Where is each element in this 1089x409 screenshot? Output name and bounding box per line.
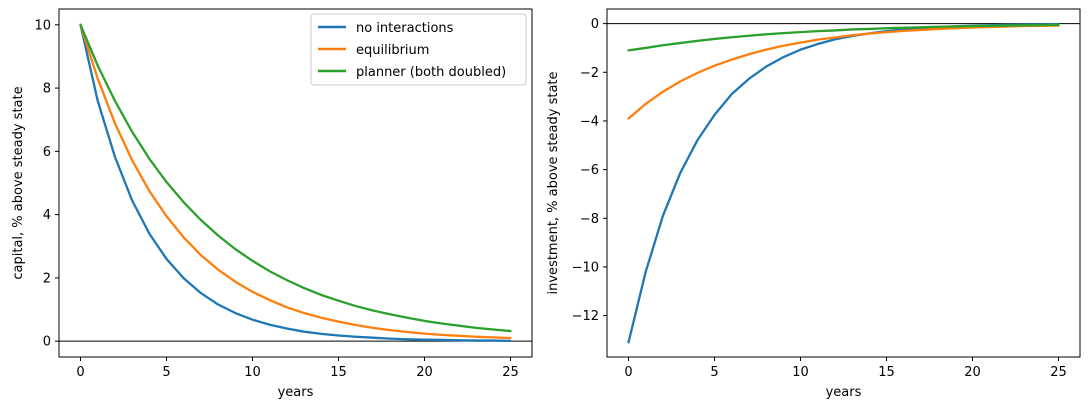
x-tick-label: 0 xyxy=(76,365,84,380)
x-tick-label: 0 xyxy=(624,365,632,380)
y-tick-label: 2 xyxy=(43,271,51,286)
x-tick-label: 15 xyxy=(330,365,347,380)
x-tick-label: 10 xyxy=(792,365,809,380)
capital-y-ticks: 0 2 4 6 8 10 xyxy=(34,18,59,350)
y-tick-label: 0 xyxy=(43,335,51,350)
capital-series-group xyxy=(79,23,512,343)
capital-chart: 0 5 10 15 20 25 0 2 4 6 8 10 years capital, % abov… xyxy=(11,8,533,400)
y-tick-label: 6 xyxy=(43,145,51,160)
legend-box xyxy=(310,13,527,86)
y-tick-label: −12 xyxy=(572,309,599,324)
series-line-equilibrium xyxy=(627,24,1060,120)
y-tick-label: 4 xyxy=(43,208,51,223)
x-tick-label: 20 xyxy=(964,365,981,380)
legend: no interactions equilibrium planner (bot… xyxy=(310,13,527,86)
x-tick-label: 5 xyxy=(710,365,718,380)
investment-y-axis-label: investment, % above steady state xyxy=(546,71,561,294)
capital-x-axis-label: years xyxy=(278,385,314,400)
y-tick-label: −8 xyxy=(580,212,599,227)
x-tick-label: 15 xyxy=(878,365,895,380)
legend-label-equilibrium: equilibrium xyxy=(356,43,429,58)
legend-label-no-interactions: no interactions xyxy=(356,21,454,36)
y-tick-label: 0 xyxy=(591,17,599,32)
x-tick-label: 10 xyxy=(244,365,261,380)
investment-series-group xyxy=(627,22,1060,344)
y-tick-label: 10 xyxy=(34,18,51,33)
investment-plot-frame xyxy=(606,8,1081,358)
series-line-no-interactions xyxy=(79,23,512,343)
capital-x-ticks: 0 5 10 15 20 25 xyxy=(76,357,519,380)
y-tick-label: −2 xyxy=(580,66,599,81)
investment-chart: 0 5 10 15 20 25 0 −2 −4 −6 −8 −10 −12 years investm… xyxy=(546,8,1081,400)
investment-y-ticks: 0 −2 −4 −6 −8 −10 −12 xyxy=(572,17,607,324)
legend-label-planner: planner (both doubled) xyxy=(356,65,506,80)
capital-y-axis-label: capital, % above steady state xyxy=(11,86,26,279)
x-tick-label: 25 xyxy=(1050,365,1067,380)
y-tick-label: −4 xyxy=(580,114,599,129)
series-line-planner-both-doubled xyxy=(79,23,512,333)
investment-x-ticks: 0 5 10 15 20 25 xyxy=(624,357,1067,380)
x-tick-label: 5 xyxy=(162,365,170,380)
y-tick-label: −10 xyxy=(572,260,599,275)
capital-plot-frame xyxy=(58,8,533,358)
y-tick-label: 8 xyxy=(43,82,51,97)
series-line-equilibrium xyxy=(79,23,512,340)
series-line-planner-both-doubled xyxy=(627,23,1060,52)
investment-x-axis-label: years xyxy=(826,385,862,400)
x-tick-label: 20 xyxy=(416,365,433,380)
x-tick-label: 25 xyxy=(502,365,519,380)
y-tick-label: −6 xyxy=(580,163,599,178)
